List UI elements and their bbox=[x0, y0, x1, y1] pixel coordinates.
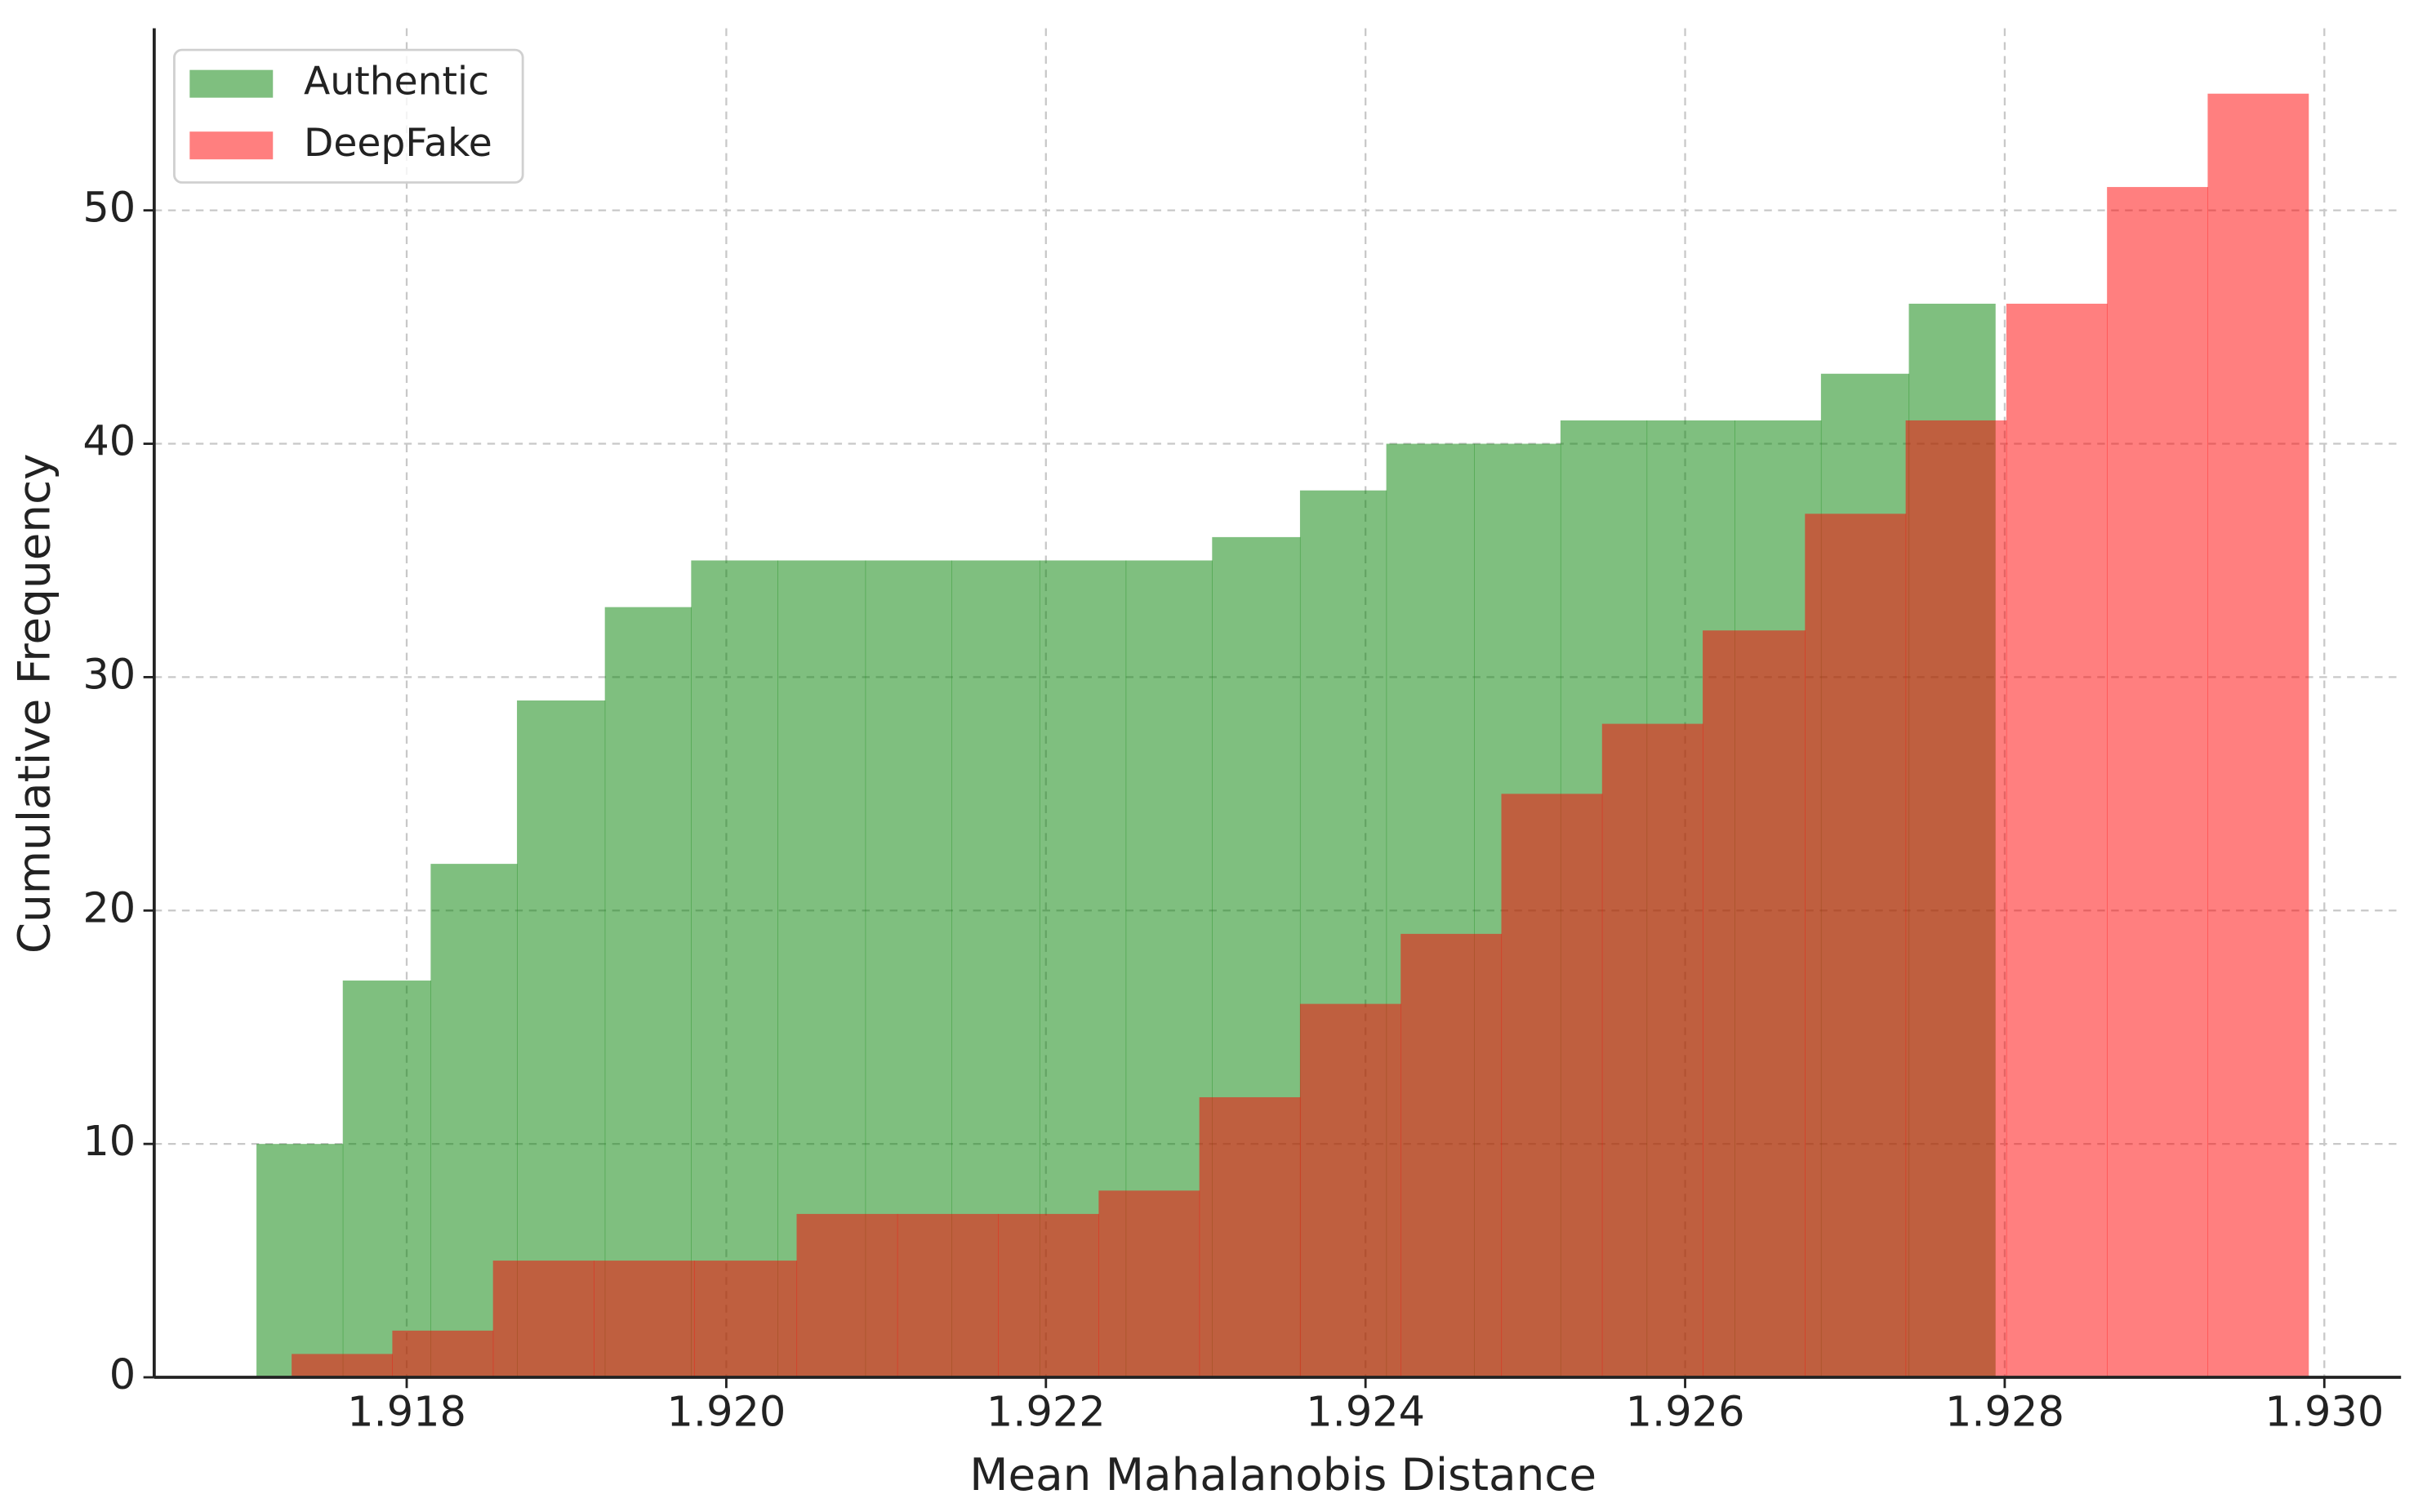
histogram-series bbox=[292, 93, 2309, 1378]
y-tick-label: 50 bbox=[82, 185, 136, 233]
x-tick-label: 1.924 bbox=[1306, 1388, 1425, 1436]
bar bbox=[1501, 794, 1603, 1378]
bar bbox=[1098, 1190, 1200, 1378]
legend-label: Authentic bbox=[304, 60, 489, 105]
y-tick-label: 40 bbox=[82, 418, 136, 466]
x-tick-label: 1.922 bbox=[986, 1388, 1106, 1436]
legend-swatch bbox=[189, 69, 274, 98]
bar bbox=[593, 1261, 695, 1378]
bar bbox=[2006, 304, 2108, 1378]
legend: Authentic DeepFake bbox=[172, 48, 524, 184]
y-tick-label: 0 bbox=[109, 1351, 136, 1399]
x-axis-label: Mean Mahalanobis Distance bbox=[969, 1448, 1596, 1501]
x-tick-label: 1.918 bbox=[347, 1388, 466, 1436]
bar bbox=[1703, 630, 1806, 1378]
bar bbox=[1400, 933, 1503, 1378]
y-axis-label: Cumulative Frequency bbox=[7, 453, 60, 954]
bar bbox=[292, 1354, 393, 1378]
bar bbox=[2107, 187, 2209, 1378]
bar bbox=[1905, 420, 2007, 1378]
bar bbox=[897, 1213, 999, 1378]
bar bbox=[492, 1261, 594, 1378]
legend-label: DeepFake bbox=[304, 121, 492, 166]
bar bbox=[1601, 723, 1703, 1378]
bar bbox=[1299, 1003, 1401, 1378]
x-tick-label: 1.930 bbox=[2264, 1388, 2384, 1436]
y-tick-label: 30 bbox=[82, 651, 136, 699]
bar bbox=[1199, 1096, 1301, 1378]
bar bbox=[694, 1261, 798, 1378]
legend-swatch bbox=[189, 131, 274, 160]
bar bbox=[796, 1213, 898, 1378]
bar bbox=[998, 1213, 1099, 1378]
y-tick-label: 20 bbox=[82, 884, 136, 932]
bar bbox=[392, 1330, 494, 1378]
bar bbox=[691, 560, 778, 1378]
bar bbox=[1805, 514, 1907, 1378]
x-tick-label: 1.926 bbox=[1626, 1388, 1745, 1436]
x-tick-label: 1.920 bbox=[666, 1388, 786, 1436]
bar bbox=[2207, 93, 2309, 1378]
x-tick-label: 1.928 bbox=[1945, 1388, 2064, 1436]
bar bbox=[342, 981, 431, 1378]
y-tick-label: 10 bbox=[82, 1118, 136, 1166]
bar bbox=[604, 607, 692, 1378]
bar bbox=[256, 1144, 344, 1378]
